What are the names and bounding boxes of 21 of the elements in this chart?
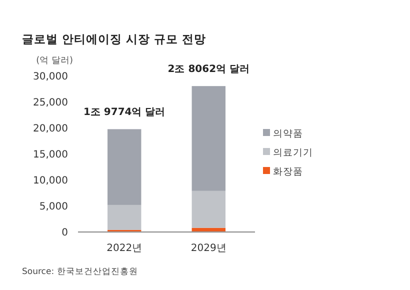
- legend-label: 화장품: [273, 166, 303, 178]
- y-tick-label: 25,000: [33, 98, 68, 108]
- y-tick-label: 5,000: [39, 202, 68, 212]
- annotation: 2조 8062억 달러: [168, 64, 250, 76]
- bar: [108, 129, 142, 205]
- chart-title: 글로벌 안티에이징 시장 규모 전망: [22, 32, 206, 46]
- x-tick-label: 2022년: [106, 243, 142, 254]
- y-tick-label: 10,000: [33, 176, 68, 186]
- legend-label: 의약품: [273, 128, 303, 140]
- y-tick-label: 30,000: [33, 72, 68, 82]
- bar: [108, 204, 142, 230]
- y-axis-title: (억 달러): [36, 56, 73, 66]
- y-tick-label: 20,000: [33, 124, 68, 134]
- bar: [192, 86, 226, 191]
- x-tick-label: 2029년: [190, 243, 226, 254]
- bar: [192, 190, 226, 228]
- legend-label: 의료기기: [273, 147, 313, 158]
- y-tick-label: 0: [62, 228, 68, 238]
- annotation: 1조 9774억 달러: [83, 107, 166, 118]
- y-tick-label: 15,000: [33, 150, 68, 160]
- source-note: Source: 한국보건산업진흥원: [22, 267, 138, 277]
